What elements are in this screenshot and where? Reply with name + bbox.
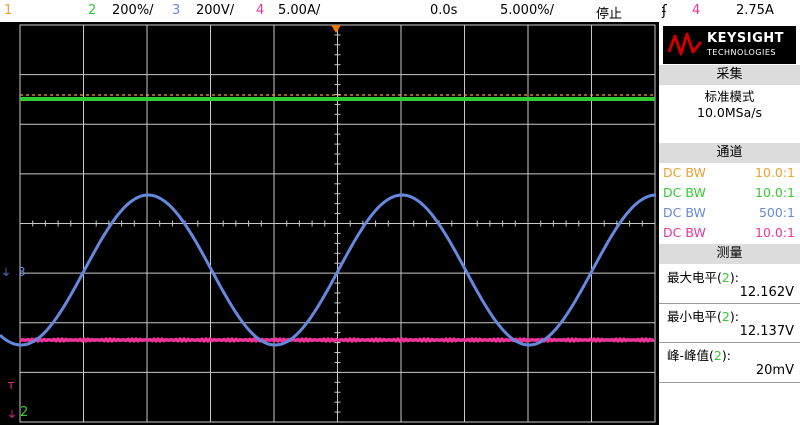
trigger-level-marker: T [7,381,15,392]
measure-max-prefix: 最大电平( [667,270,722,285]
ch3-probe: 500:1 [758,205,795,220]
ch2-coupling: DC BW [663,185,706,200]
graticule [19,24,656,423]
screen-markers: 3⏚2T⏚ [1,25,341,421]
trigger-channel[interactable]: 4 [692,3,701,18]
ch4-coupling: DC BW [663,225,706,240]
measure-pp-channel: 2 [713,348,722,363]
run-state[interactable]: 停止 [596,7,623,22]
sample-rate: 10.0MSa/s [697,105,762,120]
ch1-label[interactable]: 1 [4,3,13,18]
measure-title[interactable]: 测量 [659,244,800,264]
measure-max-channel: 2 [721,270,730,285]
status-bar: 1 2 200%/ 3 200V/ 4 5.00A/ 0.0s 5.000%/ … [0,0,800,22]
trigger-level[interactable]: 2.75A [736,3,774,18]
ch4-ground-icon: ⏚ [7,409,17,421]
ch3-ground-icon: ⏚ [1,267,11,279]
ch4-scale[interactable]: 5.00A/ [278,3,321,18]
trigger-position-marker [331,25,341,33]
channel-row-4[interactable]: DC BW 10.0:1 [663,225,795,244]
brand-logo: KEYSIGHT TECHNOLOGIES [663,26,796,64]
measure-max-label[interactable]: 最大电平(2): [667,267,739,286]
measure-pp-prefix: 峰-峰值( [667,348,714,363]
brand-sub: TECHNOLOGIES [707,48,776,57]
measure-divider-2 [659,342,800,343]
brand-name: KEYSIGHT [707,31,784,46]
timebase[interactable]: 5.000%/ [500,3,554,18]
ch4-probe: 10.0:1 [755,225,795,240]
channel-row-2[interactable]: DC BW 10.0:1 [663,185,795,204]
measure-max-value: 12.162V [739,285,794,300]
keysight-wave-icon [667,32,703,56]
waveform-display[interactable]: 3⏚2T⏚ [0,22,657,425]
ch3-trace [0,193,657,347]
measure-min-channel: 2 [721,309,730,324]
ch1-probe: 10.0:1 [755,165,795,180]
channel-row-3[interactable]: DC BW 500:1 [663,205,795,224]
side-panel: KEYSIGHT TECHNOLOGIES 采集 标准模式 10.0MSa/s … [659,22,800,425]
measure-pp-suffix: ): [721,348,731,363]
ch2-scale[interactable]: 200%/ [112,3,154,18]
measure-min-label[interactable]: 最小电平(2): [667,306,739,325]
waveforms [0,94,657,347]
acquire-mode: 标准模式 [704,89,755,104]
ch2-ground-marker: 2 [20,405,28,420]
channels-title[interactable]: 通道 [659,143,800,163]
ch3-ground-marker: 3 [18,265,26,279]
ch3-label[interactable]: 3 [172,3,181,18]
measure-min-value: 12.137V [739,324,794,339]
measure-pp-label[interactable]: 峰-峰值(2): [667,345,731,364]
measure-max-suffix: ): [729,270,739,285]
measure-divider-1 [659,303,800,304]
acquire-title[interactable]: 采集 [659,65,800,85]
ch4-trace [19,336,655,344]
ch3-scale[interactable]: 200V/ [196,3,235,18]
measure-min-suffix: ): [729,309,739,324]
ch1-coupling: DC BW [663,165,706,180]
measure-divider-3 [659,382,800,383]
trigger-icon: ʄ [662,3,667,19]
ch3-coupling: DC BW [663,205,706,220]
channel-row-1[interactable]: DC BW 10.0:1 [663,165,795,184]
ch2-label[interactable]: 2 [88,3,97,18]
time-offset[interactable]: 0.0s [430,3,458,18]
ch4-label[interactable]: 4 [256,3,265,18]
ch2-probe: 10.0:1 [755,185,795,200]
measure-min-prefix: 最小电平( [667,309,722,324]
measure-pp-value: 20mV [755,363,794,378]
